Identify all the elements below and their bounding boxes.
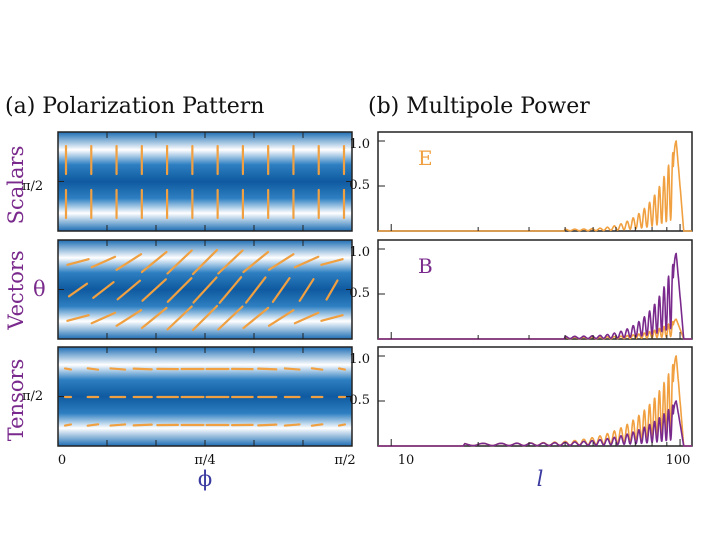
phi-label: ϕ <box>198 467 212 491</box>
vectors-stick <box>320 258 344 266</box>
vectors-stick <box>191 304 219 332</box>
row-label-tensors: Tensors <box>4 359 28 442</box>
vectors-stick <box>325 279 339 301</box>
p2-ytick-1: 1.0 <box>349 245 370 260</box>
tensors-stick <box>132 423 153 427</box>
vectors-stick <box>242 250 270 274</box>
vectors-stick <box>67 282 89 298</box>
tensors-pattern-panel <box>57 346 353 447</box>
scalars-y-tick: π/2 <box>22 179 43 194</box>
phi-tick-pi2: π/2 <box>334 453 355 468</box>
tensors-stick <box>310 423 324 427</box>
tensors-stick <box>283 423 301 427</box>
vectors-stick <box>293 255 320 269</box>
vectors-stick <box>218 276 243 304</box>
vectors-stick <box>271 277 291 303</box>
tensors-stick <box>86 423 100 427</box>
tensors-stick <box>283 367 301 371</box>
p1-ytick-05: 0.5 <box>349 178 370 193</box>
tensors-stick <box>109 367 127 371</box>
curve-scalars-power-E <box>378 140 693 232</box>
tensors-stick <box>257 367 278 371</box>
vectors-stick <box>116 279 142 301</box>
left-title: (a) Polarization Pattern <box>5 94 264 119</box>
vectors-stick <box>90 255 117 269</box>
vectors-stick <box>115 309 143 327</box>
vectors-stick <box>90 311 117 325</box>
tensors-stick <box>337 367 347 371</box>
p2-ytick-05: 0.5 <box>349 286 370 301</box>
tensors-stick <box>257 423 278 427</box>
vectors-stick <box>166 249 193 275</box>
right-panels <box>377 131 693 447</box>
vectors-stick <box>166 277 193 303</box>
l-label: l <box>537 467 544 491</box>
tensors-stick <box>310 367 324 371</box>
p3-ytick-1: 1.0 <box>349 352 370 367</box>
vectors-stick <box>320 314 344 322</box>
tensors-stick <box>63 423 73 427</box>
vectors-stick <box>192 276 218 304</box>
vectors-stick <box>242 306 270 330</box>
vectors-stick <box>191 248 219 276</box>
curve-vectors-power-B <box>378 252 693 340</box>
vectors-stick <box>245 276 267 304</box>
left-panels <box>57 131 353 447</box>
vectors-stick <box>92 281 115 299</box>
row-label-scalars: Scalars <box>4 146 28 225</box>
vectors-stick <box>217 305 244 331</box>
vectors-stick <box>140 250 168 274</box>
p1-ytick-1: 1.0 <box>349 137 370 152</box>
power-curves <box>378 140 693 447</box>
vectors-stick <box>293 311 320 325</box>
tensors-stick <box>109 423 127 427</box>
row-label-vectors: Vectors <box>4 250 28 330</box>
vectors-stick <box>66 258 90 266</box>
vectors-stick <box>298 278 315 302</box>
tensors-stick <box>63 367 73 371</box>
label-B: B <box>418 254 433 278</box>
l-tick-100: 100 <box>666 453 691 468</box>
curve-tensors-power-B <box>378 400 693 447</box>
right-tick-marks <box>378 140 681 446</box>
tensors-y-tick: π/2 <box>22 389 43 404</box>
vectors-stick <box>141 278 167 302</box>
tensors-stick <box>132 367 153 371</box>
label-E: E <box>418 146 433 170</box>
vectors-stick <box>267 309 295 327</box>
polarization-sticks <box>63 144 347 427</box>
vectors-stick <box>166 305 193 331</box>
l-tick-10: 10 <box>398 453 415 468</box>
vectors-stick <box>217 249 244 275</box>
vectors-stick <box>267 253 295 271</box>
vectors-stick <box>66 314 90 322</box>
tensors-stick <box>337 423 347 427</box>
phi-tick-pi4: π/4 <box>194 453 215 468</box>
vectors-stick <box>115 253 143 271</box>
scalars-pattern-panel <box>57 131 353 232</box>
phi-tick-0: 0 <box>58 453 66 468</box>
theta-label: θ <box>33 277 46 301</box>
right-title: (b) Multipole Power <box>368 94 590 119</box>
tensors-stick <box>86 367 100 371</box>
left-tick-marks <box>57 132 353 446</box>
vectors-stick <box>140 306 168 330</box>
p3-ytick-05: 0.5 <box>349 393 370 408</box>
